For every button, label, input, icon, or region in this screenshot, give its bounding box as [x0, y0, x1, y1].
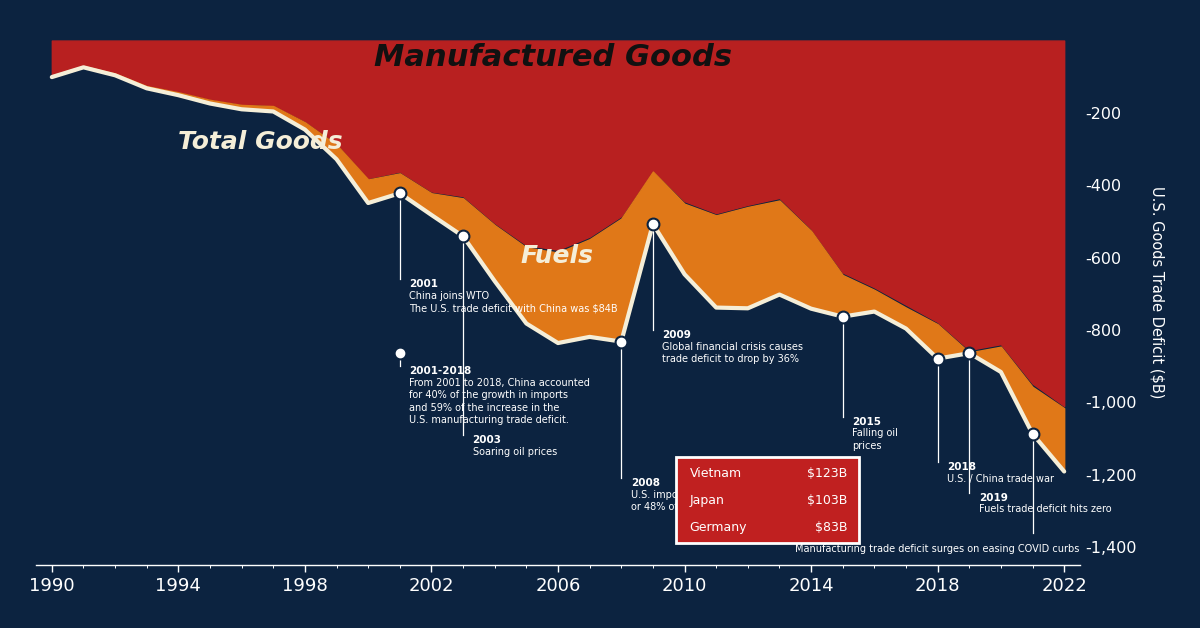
- Text: Fuels trade deficit hits zero: Fuels trade deficit hits zero: [979, 504, 1111, 514]
- Text: U.S. imported $500B of fuels,
or 48% of its trade deficit: U.S. imported $500B of fuels, or 48% of …: [631, 490, 774, 512]
- Y-axis label: U.S. Goods Trade Deficit ($B): U.S. Goods Trade Deficit ($B): [1150, 186, 1164, 398]
- Text: Global financial crisis causes
trade deficit to drop by 36%: Global financial crisis causes trade def…: [662, 342, 804, 364]
- Text: Falling oil
prices: Falling oil prices: [852, 428, 898, 451]
- Text: Soaring oil prices: Soaring oil prices: [473, 447, 557, 457]
- Text: $123B: $123B: [806, 467, 847, 480]
- Text: 2019: 2019: [979, 493, 1008, 503]
- Text: Manufacturing trade deficit surges on easing COVID curbs: Manufacturing trade deficit surges on ea…: [796, 544, 1080, 555]
- Text: Vietnam: Vietnam: [690, 467, 742, 480]
- Text: From 2001 to 2018, China accounted
for 40% of the growth in imports
and 59% of t: From 2001 to 2018, China accounted for 4…: [409, 378, 590, 425]
- Text: $83B: $83B: [815, 521, 847, 534]
- Text: 2015: 2015: [852, 417, 881, 427]
- Text: 2008: 2008: [631, 479, 660, 489]
- Text: 2021: 2021: [796, 533, 824, 543]
- Text: 2001-2018: 2001-2018: [409, 366, 472, 376]
- Text: Fuels: Fuels: [520, 244, 593, 268]
- Text: 2003: 2003: [473, 435, 502, 445]
- FancyBboxPatch shape: [676, 457, 859, 543]
- Text: U.S. / China trade war: U.S. / China trade war: [947, 474, 1054, 484]
- Text: 2001: 2001: [409, 279, 438, 290]
- Text: Manufactured Goods: Manufactured Goods: [373, 43, 732, 72]
- Text: 2018: 2018: [947, 462, 976, 472]
- Text: Germany: Germany: [690, 521, 748, 534]
- Text: Total Goods: Total Goods: [179, 130, 343, 154]
- Text: China joins WTO
The U.S. trade deficit with China was $84B: China joins WTO The U.S. trade deficit w…: [409, 291, 618, 313]
- Text: $103B: $103B: [806, 494, 847, 507]
- Text: 2009: 2009: [662, 330, 691, 340]
- Text: Japan: Japan: [690, 494, 725, 507]
